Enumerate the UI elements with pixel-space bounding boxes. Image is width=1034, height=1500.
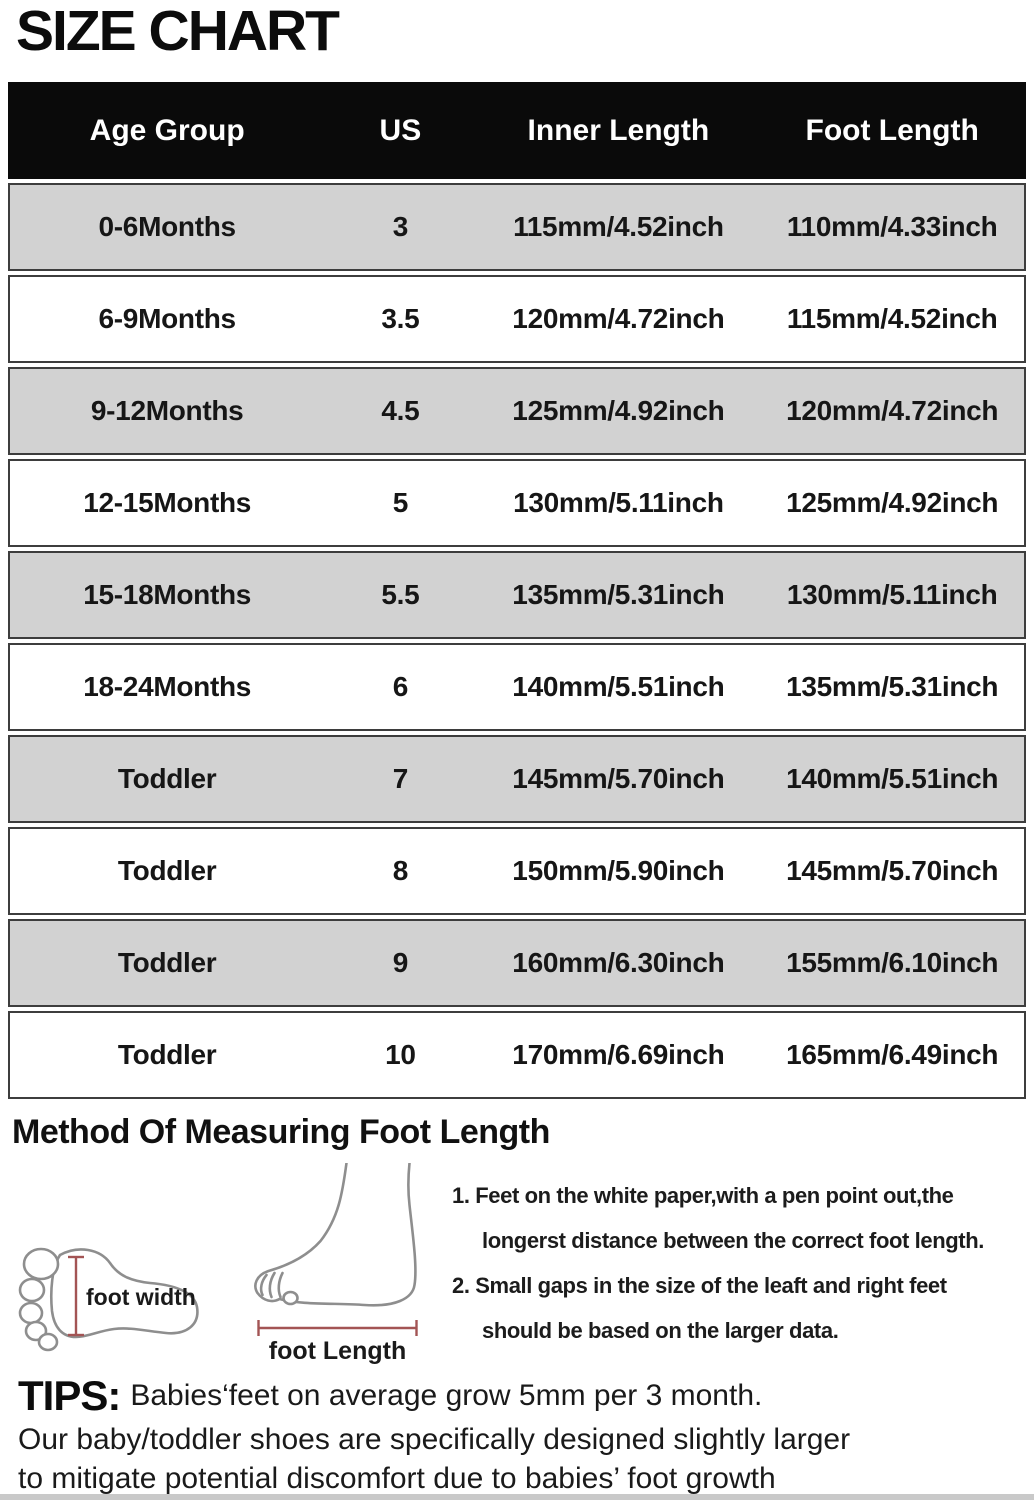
size-table: Age Group US Inner Length Foot Length 0-… [8,82,1026,1103]
foot-length-cell: 110mm/4.33inch [786,211,998,242]
us-size-cell: 5.5 [381,579,420,610]
us-size-cell: 5 [392,487,409,518]
us-size-cell: 4.5 [381,395,420,426]
table-row: 9-12Months 4.5 125mm/4.92inch 120mm/4.72… [8,367,1026,455]
tips-text-line-1: Babies‘feet on average grow 5mm per 3 mo… [130,1379,763,1412]
inner-length-cell: 170mm/6.69inch [512,1039,725,1070]
col-header-inner-length: Inner Length [527,113,710,147]
foot-length-cell: 120mm/4.72inch [786,395,999,426]
instruction-line: 2. Small gaps in the size of the leaft a… [452,1273,947,1298]
us-size-cell: 3 [392,211,409,242]
foot-length-cell: 165mm/6.49inch [786,1039,999,1070]
foot-length-cell: 130mm/5.11inch [786,579,998,610]
foot-length-cell: 115mm/4.52inch [786,303,998,334]
us-size-cell: 8 [392,855,409,886]
foot-length-cell: 155mm/6.10inch [786,947,999,978]
inner-length-cell: 140mm/5.51inch [512,671,725,702]
table-row: 0-6Months 3 115mm/4.52inch 110mm/4.33inc… [8,183,1026,271]
foot-length-cell: 125mm/4.92inch [786,487,999,518]
table-header-row: Age Group US Inner Length Foot Length [8,82,1026,179]
inner-length-cell: 120mm/4.72inch [512,303,725,334]
age-group-cell: 18-24Months [83,671,252,702]
foot-length-cell: 145mm/5.70inch [786,855,999,886]
age-group-cell: Toddler [117,947,217,978]
table-row: Toddler 10 170mm/6.69inch 165mm/6.49inch [8,1011,1026,1099]
foot-length-cell: 140mm/5.51inch [786,763,999,794]
inner-length-cell: 150mm/5.90inch [512,855,725,886]
foot-length-measure-line [257,1320,418,1336]
tips-section: TIPS: Babies‘feet on average grow 5mm pe… [18,1372,1018,1498]
inner-length-cell: 125mm/4.92inch [512,395,725,426]
age-group-cell: 12-15Months [83,487,252,518]
age-group-cell: 0-6Months [98,211,237,242]
table-row: 6-9Months 3.5 120mm/4.72inch 115mm/4.52i… [8,275,1026,363]
tips-text-line-2: Our baby/toddler shoes are specifically … [18,1423,851,1456]
measuring-instructions: 1. Feet on the white paper,with a pen po… [452,1173,1027,1353]
instruction-line: longerst distance between the correct fo… [482,1228,984,1253]
table-row: 15-18Months 5.5 135mm/5.31inch 130mm/5.1… [8,551,1026,639]
bottom-edge-bar [0,1494,1034,1500]
table-row: Toddler 9 160mm/6.30inch 155mm/6.10inch [8,919,1026,1007]
measuring-figures: foot width foot Length 1. Feet on the wh… [0,1163,1034,1378]
col-header-age-group: Age Group [89,113,245,147]
age-group-cell: 15-18Months [83,579,252,610]
age-group-cell: Toddler [117,855,217,886]
instruction-line: should be based on the larger data. [482,1318,839,1343]
page-title: SIZE CHART [16,0,340,63]
instruction-line: 1. Feet on the white paper,with a pen po… [452,1183,954,1208]
table-row: 12-15Months 5 130mm/5.11inch 125mm/4.92i… [8,459,1026,547]
age-group-cell: 6-9Months [98,303,237,334]
inner-length-cell: 115mm/4.52inch [513,211,724,242]
foot-top-view-diagram: foot width [18,1247,199,1352]
age-group-cell: Toddler [117,763,217,794]
us-size-cell: 3.5 [381,303,420,334]
us-size-cell: 7 [392,763,409,794]
inner-length-cell: 135mm/5.31inch [512,579,725,610]
age-group-cell: Toddler [117,1039,217,1070]
inner-length-cell: 160mm/6.30inch [512,947,725,978]
col-header-foot-length: Foot Length [805,113,979,147]
tips-label: TIPS: [18,1372,121,1419]
col-header-us: US [379,113,422,147]
us-size-cell: 10 [385,1039,416,1070]
foot-width-label: foot width [86,1284,196,1310]
method-heading: Method Of Measuring Foot Length [12,1113,550,1151]
foot-side-view-diagram: foot Length [254,1163,418,1365]
us-size-cell: 9 [392,947,409,978]
inner-length-cell: 130mm/5.11inch [513,487,724,518]
age-group-cell: 9-12Months [90,395,244,426]
us-size-cell: 6 [392,671,409,702]
foot-length-label: foot Length [269,1337,406,1365]
inner-length-cell: 145mm/5.70inch [512,763,725,794]
tips-text-line-3: to mitigate potential discomfort due to … [18,1462,776,1495]
table-row: 18-24Months 6 140mm/5.51inch 135mm/5.31i… [8,643,1026,731]
foot-width-measure-line [68,1255,84,1337]
foot-length-cell: 135mm/5.31inch [786,671,999,702]
table-row: Toddler 7 145mm/5.70inch 140mm/5.51inch [8,735,1026,823]
table-row: Toddler 8 150mm/5.90inch 145mm/5.70inch [8,827,1026,915]
